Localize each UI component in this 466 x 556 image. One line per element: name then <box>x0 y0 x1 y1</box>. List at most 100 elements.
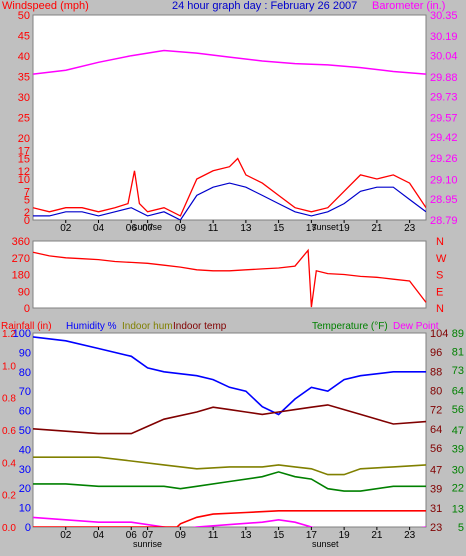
x-tick-label: 19 <box>339 530 351 541</box>
rainfall-axis: 0.0 0.2 0.4 0.6 0.8 1.0 1.2 <box>2 329 16 534</box>
barometer-series <box>33 49 426 75</box>
x-tick-label: 13 <box>240 223 252 234</box>
temperature-tick-label: 39 <box>430 484 442 496</box>
windspeed-tick-label: 12 <box>18 166 30 178</box>
temperature-tick-label: 96 <box>430 347 442 359</box>
sunset-marker: sunset <box>312 222 339 232</box>
x-tick-label: 06 <box>126 530 138 541</box>
chart-title: 24 hour graph day : February 26 2007 <box>172 0 357 12</box>
rainfall-tick-label: 0.4 <box>2 458 16 469</box>
barometer-axis: 28.79 28.95 29.10 29.26 29.42 29.57 29.73 29.88… <box>430 10 458 227</box>
sunset-marker-bottom: sunset <box>312 539 339 549</box>
temperature-tick-label: 80 <box>430 385 442 397</box>
dewpoint-tick-label: 13 <box>452 504 464 516</box>
series-temperature-f <box>33 471 426 492</box>
series-humidity <box>33 336 426 416</box>
windspeed-tick-label: 17 <box>18 145 30 157</box>
rainfall-tick-label: 0.8 <box>2 394 16 405</box>
temperature-tick-label: 72 <box>430 405 442 417</box>
direction-tick-label: 90 <box>18 286 30 298</box>
dewpoint-tick-label: 89 <box>452 328 464 340</box>
rainfall-label: Rainfall (in) <box>1 321 52 332</box>
top-series <box>33 49 426 220</box>
x-tick-label: 09 <box>175 223 187 234</box>
x-tick-label: 11 <box>208 223 219 234</box>
temperature-tick-label: 31 <box>430 503 442 515</box>
temperature-label: Temperature (°F) <box>312 321 388 332</box>
barometer-tick-label: 28.95 <box>430 194 458 206</box>
x-tick-label: 04 <box>93 223 105 234</box>
compass-tick-label: E <box>436 286 443 298</box>
barometer-label: Barometer (in.) <box>372 0 445 12</box>
x-tick-label: 09 <box>175 530 187 541</box>
windspeed-tick-label: 15 <box>18 154 30 166</box>
dewpoint-tick-label: 47 <box>452 425 464 437</box>
compass-tick-label: N <box>436 236 444 248</box>
dewpoint-tick-label: 5 <box>458 522 464 534</box>
dewpoint-tick-label: 56 <box>452 404 464 416</box>
temperature-tick-label: 88 <box>430 366 442 378</box>
bottom-plot-area <box>32 332 427 528</box>
barometer-tick-label: 29.10 <box>430 174 458 186</box>
compass-tick-label: W <box>436 253 447 265</box>
x-tick-label: 02 <box>60 530 72 541</box>
direction-tick-label: 180 <box>12 270 30 282</box>
x-tick-label: 06 <box>126 223 138 234</box>
barometer-tick-label: 29.88 <box>430 72 458 84</box>
barometer-tick-label: 29.26 <box>430 153 458 165</box>
sunrise-marker: sunrise <box>133 222 162 232</box>
barometer-tick-label: 28.79 <box>430 215 458 227</box>
humidity-tick-label: 50 <box>19 425 31 437</box>
x-tick-label: 11 <box>208 530 219 541</box>
bottom-series <box>33 336 426 527</box>
dewpoint-tick-label: 39 <box>452 443 464 455</box>
humidity-tick-label: 70 <box>19 386 31 398</box>
humidity-tick-label: 10 <box>19 503 31 515</box>
dewpoint-tick-label: 30 <box>452 464 464 476</box>
temperature-tick-label: 23 <box>430 522 442 534</box>
humidity-tick-label: 90 <box>19 347 31 359</box>
sunrise-marker-bottom: sunrise <box>133 539 162 549</box>
humidity-tick-label: 20 <box>19 483 31 495</box>
dewpoint-axis: 5 13 22 30 39 47 56 64 73 81 89 <box>452 328 464 534</box>
x-tick-label: 04 <box>93 530 105 541</box>
windspeed-tick-label: 25 <box>18 113 30 125</box>
indoor-temp-label: Indoor temp <box>173 321 227 332</box>
windspeed-tick-label: 35 <box>18 72 30 84</box>
direction-series <box>32 248 427 308</box>
series-indoor-temp <box>33 404 426 435</box>
temperature-tick-label: 64 <box>430 424 442 436</box>
humidity-axis: 0 10 20 30 40 50 60 70 80 90 100 <box>13 328 31 534</box>
bottom-panel: Rainfall (in) Humidity % Indoor hum Indo… <box>1 321 464 549</box>
x-tick-label: 02 <box>60 223 72 234</box>
x-tick-label: 17 <box>306 530 318 541</box>
humidity-tick-label: 60 <box>19 406 31 418</box>
top-plot-area <box>32 14 427 221</box>
dewpoint-tick-label: 64 <box>452 386 464 398</box>
series-dew-point <box>33 516 426 527</box>
x-tick-label: 17 <box>306 223 318 234</box>
barometer-tick-label: 30.19 <box>430 31 458 43</box>
direction-tick-label: 270 <box>12 253 30 265</box>
humidity-label: Humidity % <box>66 321 117 332</box>
windspeed-tick-label: 2 <box>24 207 30 219</box>
rainfall-tick-label: 1.2 <box>2 329 16 340</box>
wind-direction-series <box>32 248 427 308</box>
x-tick-label: 15 <box>273 530 285 541</box>
windspeed-label: Windspeed (mph) <box>2 0 89 12</box>
windspeed-tick-label: 10 <box>18 174 30 186</box>
barometer-tick-label: 30.35 <box>430 10 458 22</box>
windspeed-tick-label: 5 <box>24 195 30 207</box>
dewpoint-tick-label: 81 <box>452 346 464 358</box>
windspeed-tick-label: 50 <box>18 10 30 22</box>
humidity-tick-label: 30 <box>19 464 31 476</box>
indoor-hum-label: Indoor hum <box>122 321 173 332</box>
rainfall-tick-label: 1.0 <box>2 361 16 372</box>
windspeed-tick-label: 45 <box>18 31 30 43</box>
rainfall-tick-label: 0.0 <box>2 523 16 534</box>
windspeed-tick-label: 7 <box>24 186 30 198</box>
windspeed-tick-label: 20 <box>18 133 30 145</box>
series-indoor-hum <box>33 456 426 476</box>
x-tick-label: 21 <box>371 223 383 234</box>
